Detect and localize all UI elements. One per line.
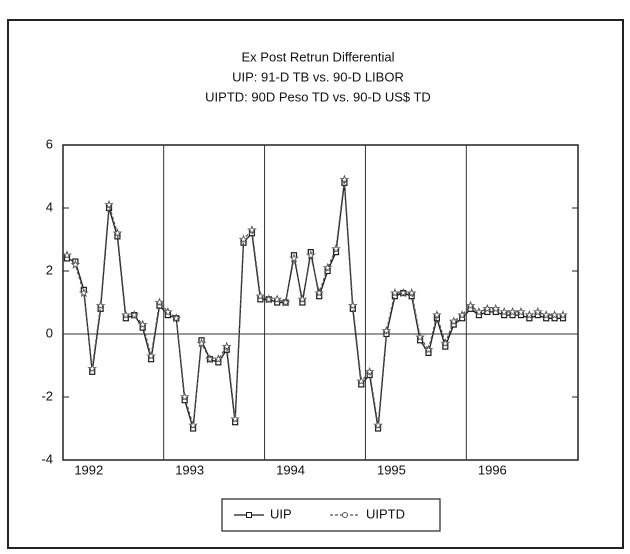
marker (524, 310, 535, 320)
marker (247, 225, 257, 235)
marker (322, 262, 333, 272)
marker (305, 250, 316, 260)
marker (163, 306, 173, 317)
marker (440, 338, 451, 348)
marker (347, 300, 358, 310)
marker (448, 316, 459, 326)
marker (112, 228, 123, 238)
x-tick-label: 1993 (175, 462, 204, 477)
x-tick-label: 1995 (377, 462, 406, 477)
marker (230, 414, 240, 424)
y-tick-label: 0 (46, 325, 53, 340)
marker (146, 351, 156, 361)
y-tick-label: 6 (46, 136, 53, 151)
legend-label: UIP (270, 506, 292, 521)
chart-subtitle: UIPTD: 90D Peso TD vs. 90-D US$ TD (205, 89, 431, 104)
series-line (66, 182, 563, 429)
marker (289, 253, 299, 263)
marker (390, 287, 400, 298)
marker (272, 294, 283, 304)
chart-subtitle: UIP: 91-D TB vs. 90-D LIBOR (232, 69, 404, 84)
marker (238, 234, 249, 244)
y-tick-label: 4 (46, 199, 53, 214)
marker (70, 259, 81, 269)
marker (205, 354, 215, 364)
marker (297, 294, 308, 304)
marker (373, 420, 383, 430)
marker (129, 310, 140, 320)
marker (221, 341, 232, 351)
marker (516, 306, 526, 317)
marker (196, 338, 207, 348)
marker (432, 309, 442, 320)
marker (532, 306, 543, 317)
legend-marker (342, 512, 348, 518)
marker (171, 313, 182, 323)
marker (507, 306, 518, 317)
series-line (66, 179, 563, 426)
marker (423, 344, 434, 354)
marker (381, 325, 392, 335)
marker (331, 243, 341, 254)
marker (558, 309, 568, 320)
marker (62, 250, 72, 260)
marker (213, 354, 224, 364)
y-tick-label: -2 (41, 388, 53, 403)
outer-frame (7, 19, 624, 549)
legend-label: UIPTD (366, 506, 405, 521)
x-tick-label: 1994 (276, 462, 305, 477)
marker (549, 309, 560, 320)
marker (406, 287, 417, 298)
marker (356, 376, 367, 386)
marker (95, 300, 106, 310)
marker (154, 297, 165, 307)
plot-frame (62, 144, 579, 461)
marker (474, 306, 484, 317)
marker (339, 174, 350, 184)
marker (541, 310, 552, 320)
x-tick-label: 1992 (74, 462, 103, 477)
marker (188, 420, 198, 430)
marker (104, 199, 114, 209)
marker (482, 303, 493, 313)
marker (415, 331, 425, 342)
marker (263, 294, 274, 304)
marker (120, 310, 131, 320)
marker (457, 310, 467, 320)
marker (179, 391, 190, 402)
marker (255, 291, 266, 301)
chart-title: Ex Post Retrun Differential (242, 49, 395, 64)
marker (490, 303, 501, 313)
marker (398, 287, 409, 298)
y-tick-label: 2 (46, 262, 53, 277)
legend-marker (246, 512, 252, 518)
marker (314, 287, 325, 298)
marker (280, 297, 291, 307)
marker (137, 319, 148, 329)
y-tick-label: -4 (41, 451, 53, 466)
marker (87, 363, 98, 373)
marker (364, 366, 375, 376)
marker (499, 306, 510, 317)
x-tick-label: 1996 (478, 462, 507, 477)
marker (465, 300, 476, 310)
marker (78, 287, 89, 298)
